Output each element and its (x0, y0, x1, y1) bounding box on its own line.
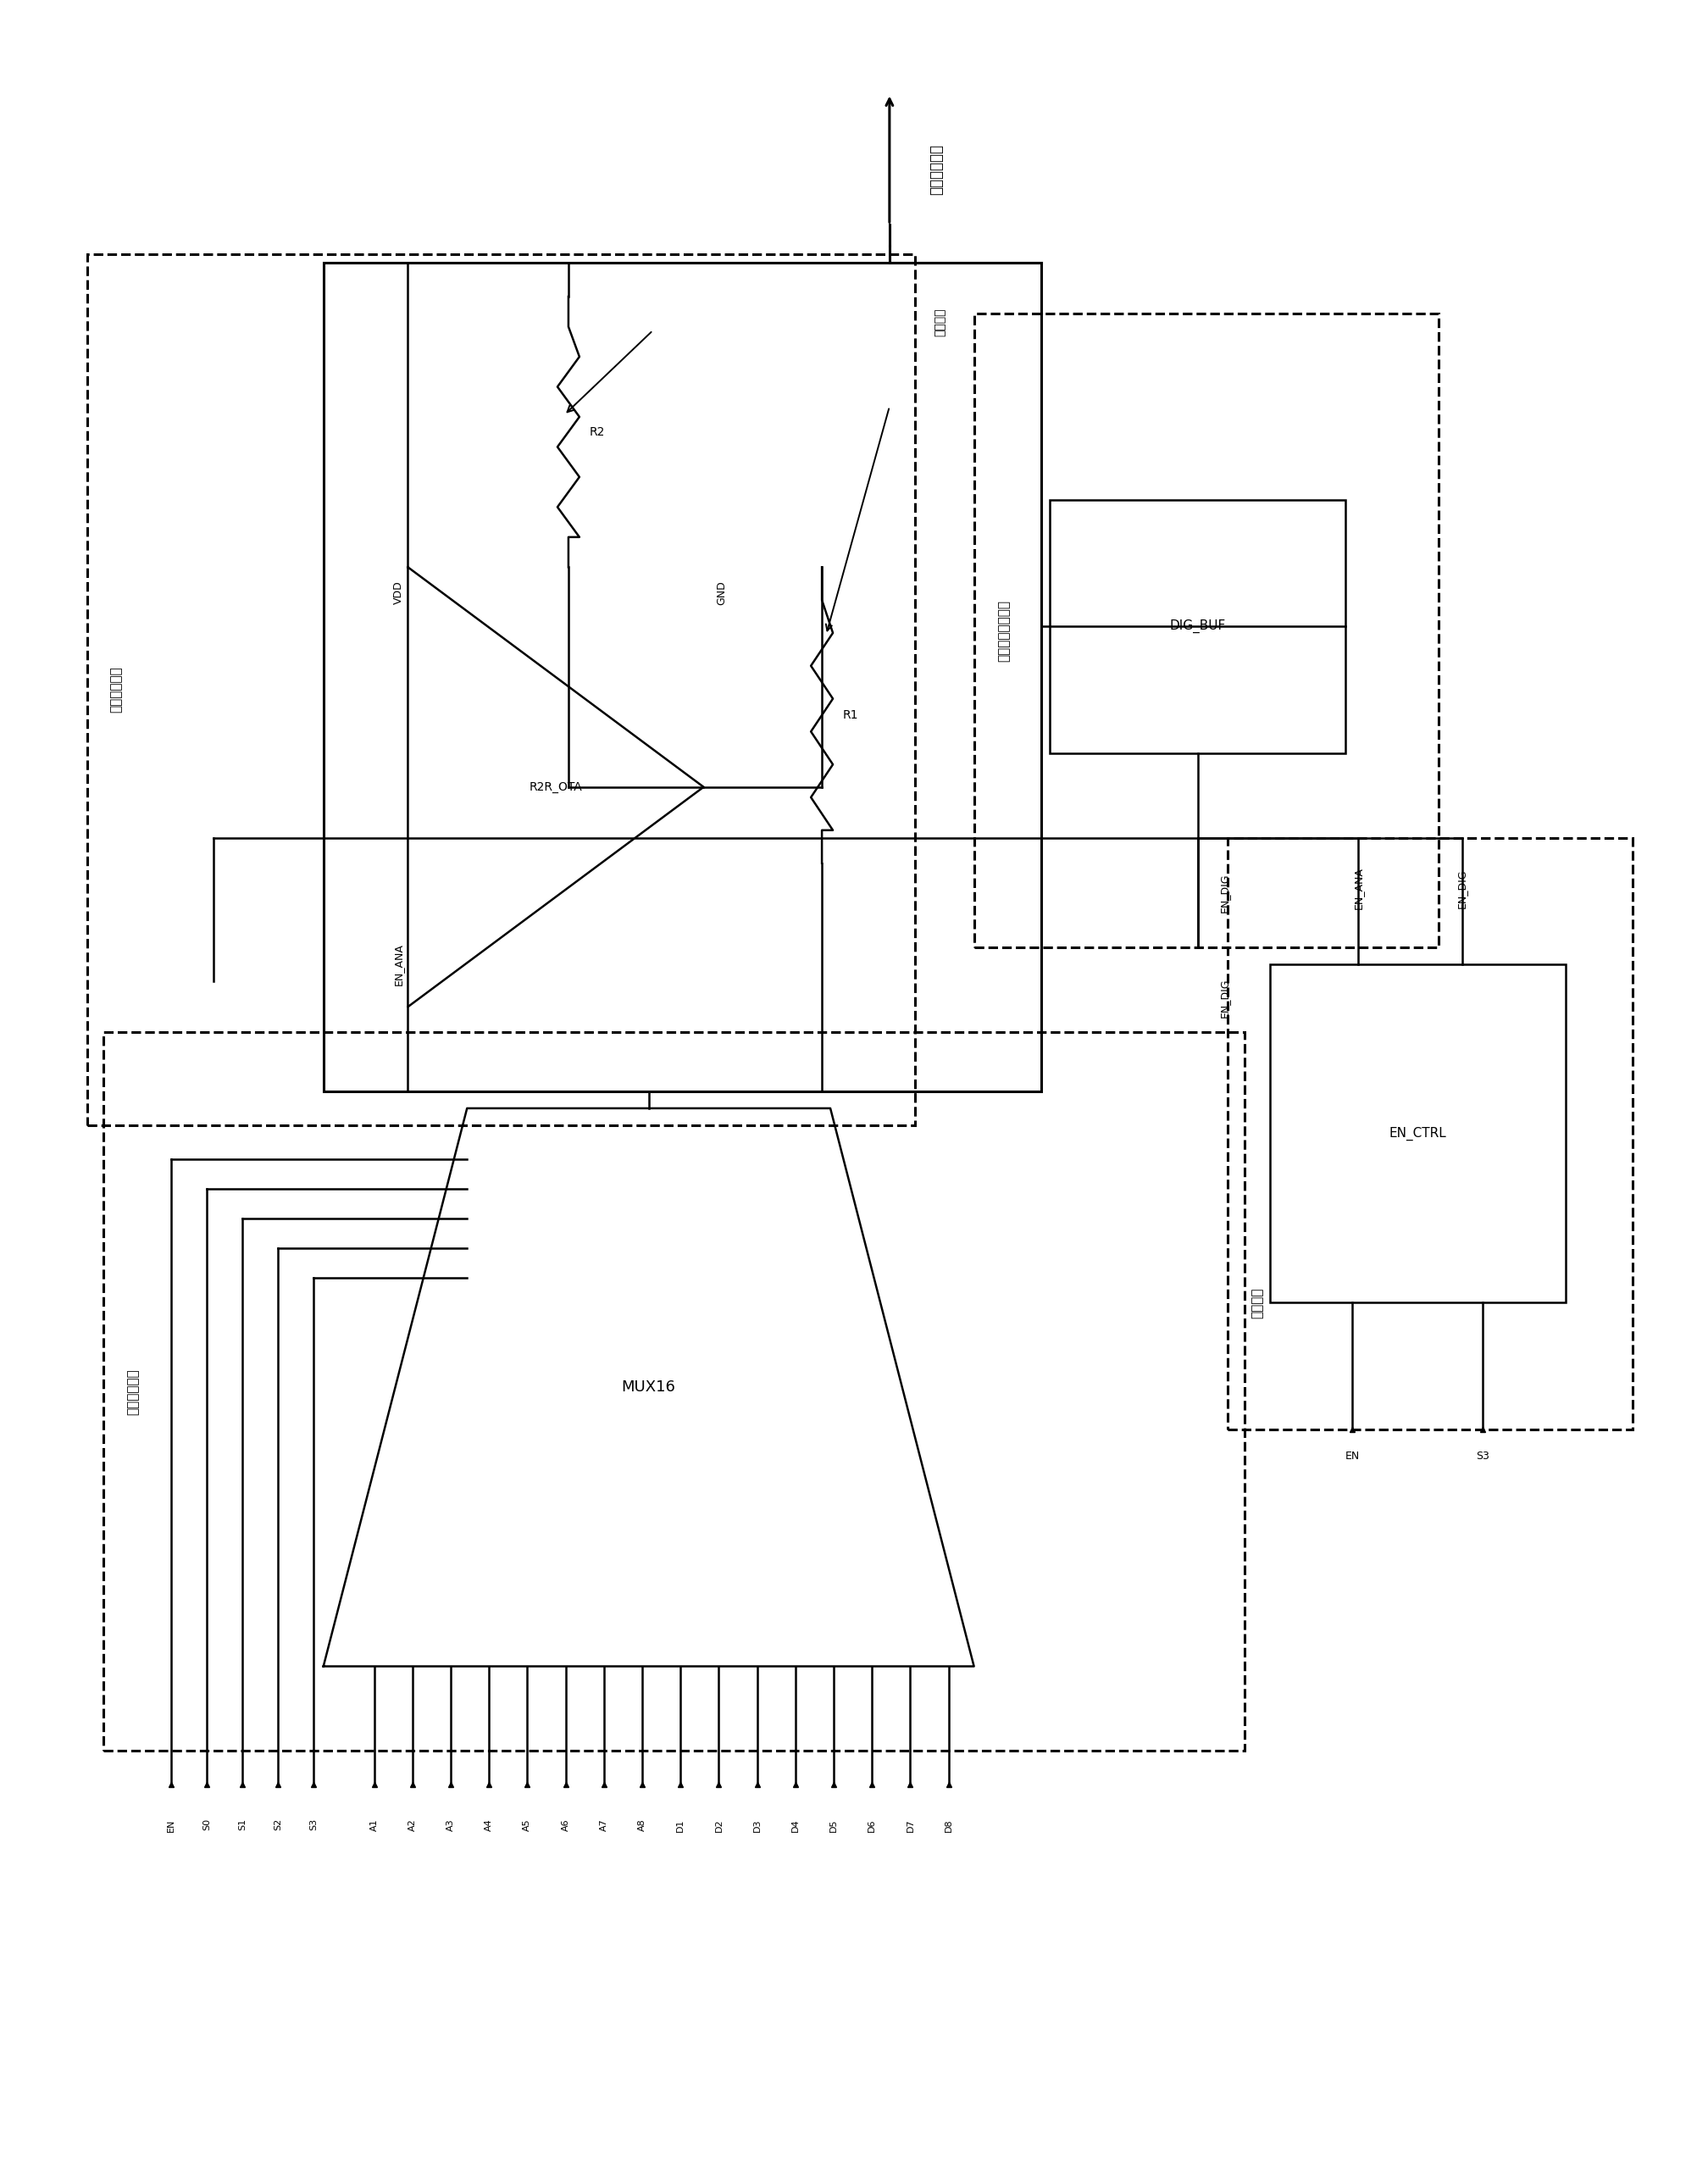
Text: 电压跟随模块: 电压跟随模块 (109, 666, 123, 714)
Text: S0: S0 (203, 1819, 212, 1830)
Text: MUX16: MUX16 (622, 1380, 676, 1395)
Text: A2: A2 (408, 1819, 417, 1830)
Text: D2: D2 (714, 1819, 722, 1832)
Text: A6: A6 (562, 1819, 570, 1830)
Bar (1269, 964, 1566, 1303)
Text: D1: D1 (676, 1819, 685, 1832)
Text: 测试输出端口: 测试输出端口 (929, 144, 943, 196)
Text: A5: A5 (523, 1819, 531, 1830)
Text: A1: A1 (371, 1819, 379, 1830)
Text: EN_CTRL: EN_CTRL (1389, 1127, 1447, 1140)
Bar (1050, 500, 1346, 753)
Text: D7: D7 (905, 1819, 914, 1832)
Text: R2R_OTA: R2R_OTA (529, 781, 582, 792)
Bar (87, 255, 915, 1125)
Text: A8: A8 (639, 1819, 646, 1830)
Text: EN: EN (167, 1819, 176, 1832)
Text: A4: A4 (485, 1819, 494, 1830)
Text: R1: R1 (844, 709, 859, 720)
Text: EN_DIG: EN_DIG (1220, 873, 1230, 912)
Text: A3: A3 (446, 1819, 454, 1830)
Text: VDD: VDD (393, 581, 403, 605)
Bar (104, 1031, 1245, 1752)
Text: 数字输出缓冲模块: 数字输出缓冲模块 (997, 601, 1009, 662)
Text: 多路选择模块: 多路选择模块 (126, 1369, 140, 1414)
Text: 控制模块: 控制模块 (1250, 1288, 1264, 1319)
Bar (1228, 838, 1633, 1430)
Text: S1: S1 (237, 1819, 246, 1830)
Text: EN_ANA: EN_ANA (1353, 868, 1365, 910)
Text: D6: D6 (868, 1819, 876, 1832)
Text: D5: D5 (830, 1819, 839, 1832)
Text: D4: D4 (791, 1819, 799, 1832)
Text: GND: GND (716, 581, 728, 605)
Text: A7: A7 (600, 1819, 608, 1830)
Text: S3: S3 (309, 1819, 318, 1830)
Text: S3: S3 (1476, 1451, 1489, 1462)
Text: 防护电阵: 防护电阵 (934, 307, 946, 335)
Text: EN: EN (1346, 1451, 1360, 1462)
Text: DIG_BUF: DIG_BUF (1170, 620, 1226, 633)
Text: D3: D3 (753, 1819, 762, 1832)
Text: EN_ANA: EN_ANA (393, 944, 403, 986)
Text: EN_DIG: EN_DIG (1220, 979, 1230, 1018)
Text: R2: R2 (589, 426, 605, 437)
Text: S2: S2 (273, 1819, 282, 1830)
Text: D8: D8 (945, 1819, 953, 1832)
Bar (323, 263, 1042, 1092)
Text: EN_DIG: EN_DIG (1457, 868, 1467, 907)
Bar (974, 313, 1438, 947)
